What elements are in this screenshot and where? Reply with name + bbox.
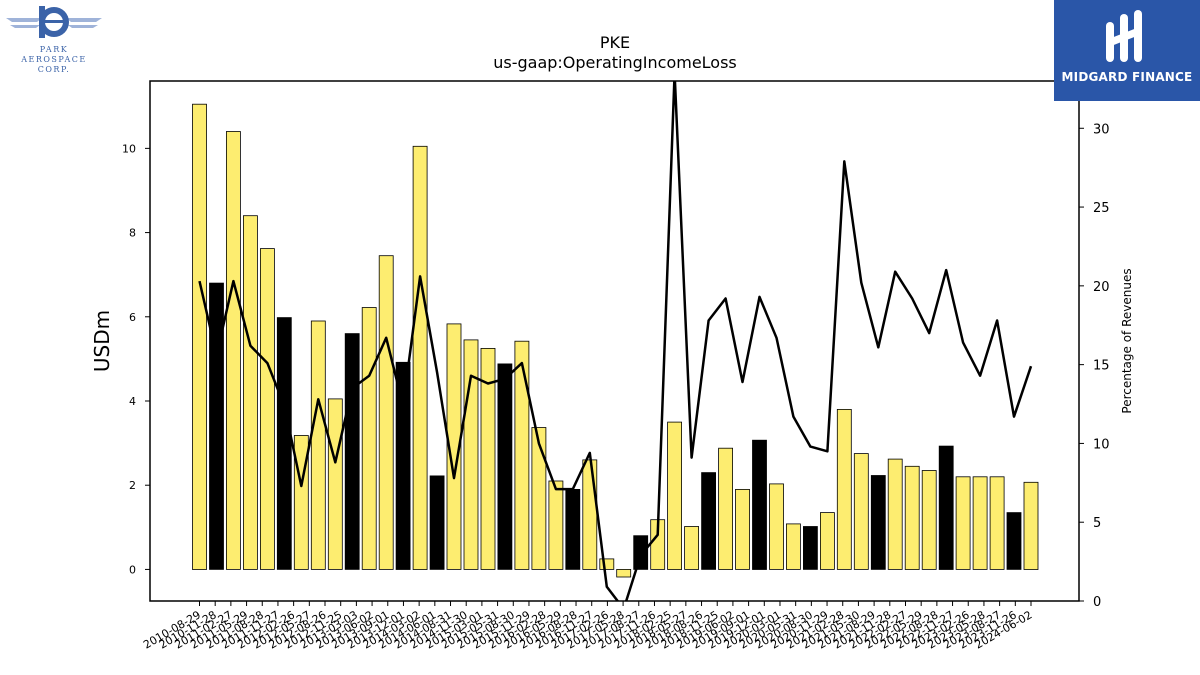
bar	[344, 333, 360, 570]
bar	[599, 558, 615, 570]
bar	[701, 472, 716, 570]
bar	[904, 465, 920, 570]
y-tick-label: 8	[129, 227, 136, 240]
y-tick-label-right: 5	[1093, 516, 1101, 531]
bar	[853, 453, 869, 570]
y-tick-label-right: 25	[1093, 201, 1110, 216]
bar	[192, 103, 207, 570]
bar	[395, 361, 411, 570]
y-axis-label-right: Percentage of Revenues	[1120, 268, 1134, 413]
midgard-finance-text: MIDGARD FINANCE	[1061, 70, 1193, 84]
bar	[225, 131, 241, 570]
bar	[887, 458, 903, 570]
bar	[989, 476, 1005, 570]
bar	[514, 340, 530, 570]
bar	[752, 439, 767, 570]
bar	[310, 320, 326, 570]
y-axis-label: USDm	[90, 310, 114, 372]
svg-text:CORP.: CORP.	[38, 65, 71, 74]
y-tick-label: 4	[129, 395, 136, 408]
y-tick-label-right: 15	[1093, 359, 1110, 374]
y-tick-label: 10	[122, 142, 136, 155]
bar	[769, 483, 784, 570]
bar	[718, 447, 733, 570]
svg-text:PARK: PARK	[40, 45, 68, 54]
bar	[684, 526, 699, 570]
bar	[938, 445, 954, 570]
bar	[735, 488, 750, 570]
bar	[446, 323, 462, 570]
y-tick-label-right: 30	[1093, 122, 1110, 137]
svg-text:AEROSPACE: AEROSPACE	[20, 55, 87, 64]
bar	[378, 255, 394, 570]
bar	[616, 569, 632, 578]
bar	[667, 421, 682, 570]
bar	[327, 398, 343, 570]
bar	[955, 476, 971, 570]
chart-title: PKE	[600, 33, 630, 52]
bar	[803, 526, 818, 570]
bar	[276, 317, 292, 570]
bar	[497, 363, 513, 570]
park-aerospace-logo: PARK AEROSPACE CORP.	[4, 4, 104, 76]
bar	[836, 408, 852, 570]
bar	[786, 523, 801, 570]
bar	[412, 145, 428, 570]
bar	[531, 427, 547, 570]
bar	[463, 339, 479, 570]
bar	[1023, 481, 1039, 570]
bar	[480, 347, 496, 570]
midgard-finance-logo: MIDGARD FINANCE	[1054, 0, 1200, 101]
bar	[242, 215, 258, 570]
bar	[259, 248, 275, 570]
bar	[972, 476, 988, 570]
chart-subtitle: us-gaap:OperatingIncomeLoss	[493, 53, 737, 72]
bar	[361, 307, 377, 570]
bar	[429, 475, 445, 570]
y-tick-label: 0	[129, 563, 136, 576]
bar	[633, 535, 649, 570]
bar	[921, 470, 937, 570]
y-tick-label-right: 10	[1093, 437, 1110, 452]
y-tick-label: 2	[129, 479, 136, 492]
y-tick-label: 6	[129, 311, 136, 324]
bar	[548, 480, 564, 570]
plot-frame	[149, 80, 1080, 602]
bar	[1006, 512, 1022, 570]
bar	[820, 512, 835, 570]
bar	[565, 488, 581, 570]
bar	[209, 282, 224, 570]
bar	[870, 475, 886, 570]
percentage-line	[198, 81, 1033, 601]
y-tick-label-right: 0	[1093, 595, 1101, 610]
y-tick-label-right: 20	[1093, 280, 1110, 295]
bar	[582, 459, 598, 570]
